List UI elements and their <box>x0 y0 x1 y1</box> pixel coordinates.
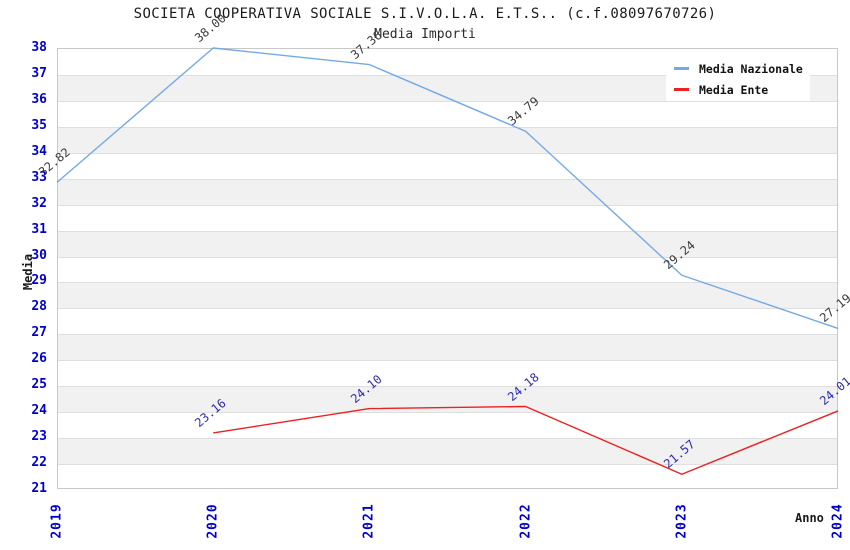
legend-line-swatch <box>674 88 689 91</box>
grid-band <box>58 178 837 205</box>
chart-legend: Media Nazionale Media Ente <box>666 54 810 101</box>
y-tick-label: 21 <box>31 481 47 496</box>
x-tick-label: 2020 <box>205 503 221 539</box>
legend-label: Media Ente <box>699 82 769 97</box>
grid-band <box>58 205 837 231</box>
grid-band <box>58 282 837 309</box>
grid-band <box>58 153 837 179</box>
y-tick-label: 36 <box>31 91 47 107</box>
gridline <box>58 204 837 206</box>
gridline <box>58 438 837 440</box>
y-tick-label: 31 <box>31 221 47 237</box>
x-tick-label: 2019 <box>49 503 65 539</box>
x-tick-label: 2023 <box>674 503 690 539</box>
grid-band <box>58 412 837 438</box>
y-tick-label: 23 <box>31 429 47 445</box>
gridline <box>58 412 837 414</box>
gridline <box>58 386 837 388</box>
grid-band <box>58 360 837 386</box>
grid-band <box>58 464 837 490</box>
legend-line-swatch <box>674 67 689 70</box>
y-tick-label: 35 <box>31 117 47 133</box>
x-tick-label: 2021 <box>361 503 377 539</box>
legend-item-media-nazionale: Media Nazionale <box>674 58 810 79</box>
gridline <box>58 100 837 102</box>
y-tick-label: 33 <box>31 169 47 185</box>
chart-subtitle: Media Importi <box>374 27 476 42</box>
gridline <box>58 334 837 336</box>
gridline <box>58 178 837 180</box>
gridline <box>58 230 837 232</box>
x-tick-label: 2024 <box>830 503 846 539</box>
y-tick-label: 28 <box>31 299 47 315</box>
y-tick-label: 38 <box>31 40 47 55</box>
grid-band <box>58 126 837 153</box>
plot-area <box>57 48 838 489</box>
grid-band <box>58 386 837 413</box>
legend-label: Media Nazionale <box>699 61 803 76</box>
x-tick-label: 2022 <box>518 503 534 539</box>
chart-title: SOCIETA COOPERATIVA SOCIALE S.I.V.O.L.A.… <box>133 6 717 22</box>
grid-band <box>58 101 837 127</box>
gridline <box>58 256 837 258</box>
grid-band <box>58 257 837 283</box>
legend-item-media-ente: Media Ente <box>674 79 810 100</box>
grid-band <box>58 438 837 465</box>
y-tick-label: 24 <box>31 403 47 419</box>
y-tick-label: 37 <box>31 65 47 81</box>
gridline <box>58 308 837 310</box>
grid-band <box>58 334 837 361</box>
x-axis-label: Anno <box>795 511 824 525</box>
gridline <box>58 360 837 362</box>
grid-band <box>58 230 837 257</box>
grid-band <box>58 308 837 334</box>
gridline <box>58 464 837 466</box>
y-tick-label: 26 <box>31 351 47 367</box>
y-tick-label: 25 <box>31 377 47 393</box>
gridline <box>58 126 837 128</box>
gridline <box>58 282 837 284</box>
y-tick-label: 27 <box>31 325 47 341</box>
y-tick-label: 22 <box>31 455 47 471</box>
gridline <box>58 152 837 154</box>
y-tick-label: 32 <box>31 195 47 211</box>
y-tick-label: 34 <box>31 143 47 159</box>
y-tick-label: 30 <box>31 247 47 263</box>
y-tick-label: 29 <box>31 273 47 289</box>
